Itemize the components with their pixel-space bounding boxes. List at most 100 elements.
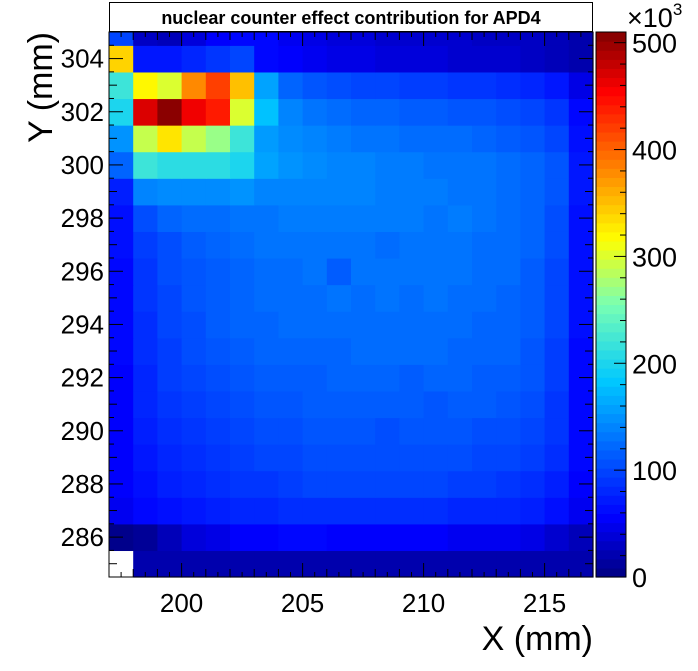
heatmap-cell: [496, 523, 521, 552]
heatmap-cell: [133, 470, 158, 498]
colorbar-band: [596, 304, 626, 315]
y-axis: 286 288 290 292 294 296 298 300 302 304: [61, 31, 593, 578]
heatmap-cell: [302, 125, 328, 153]
heatmap-cell: [181, 257, 207, 286]
heatmap-cell: [423, 417, 449, 445]
heatmap-cell: [181, 45, 207, 73]
colorbar-band: [596, 50, 626, 60]
heatmap-cell: [351, 470, 376, 498]
heatmap-cell: [496, 364, 521, 392]
heatmap-cell: [496, 204, 521, 232]
y-tick-label: 302: [61, 97, 104, 127]
colorbar-band: [596, 122, 626, 133]
colorbar-band: [596, 395, 626, 406]
heatmap-cell: [157, 125, 183, 153]
heatmap-cell: [302, 71, 328, 100]
heatmap-cell: [351, 337, 376, 365]
heatmap-cell: [375, 45, 400, 73]
heatmap-cell: [181, 470, 207, 498]
heatmap-cell: [254, 32, 279, 46]
heatmap-cell: [423, 390, 449, 419]
heatmap-cell: [520, 231, 546, 259]
heatmap-cell: [254, 125, 279, 153]
heatmap-cell: [230, 364, 255, 392]
heatmap-cell: [351, 231, 376, 259]
heatmap-cell: [181, 125, 207, 153]
heatmap-cell: [544, 71, 570, 100]
heatmap-cell: [205, 125, 231, 153]
heatmap-cell: [568, 32, 594, 46]
heatmap-cell: [205, 151, 231, 179]
colorbar: [596, 32, 626, 578]
heatmap-cell: [133, 337, 158, 365]
heatmap-cell: [496, 444, 521, 472]
colorbar-band: [596, 295, 626, 306]
heatmap-cell: [157, 523, 183, 552]
heatmap-cell: [181, 311, 207, 339]
heatmap-cell: [520, 444, 546, 472]
heatmap-cell: [181, 71, 207, 100]
heatmap-cell: [326, 231, 352, 259]
heatmap-cell: [205, 497, 231, 525]
colorbar-band: [596, 277, 626, 287]
heatmap-cell: [230, 497, 255, 525]
heatmap-cell: [205, 204, 231, 232]
heatmap-cell: [205, 71, 231, 100]
heatmap-cell: [472, 470, 497, 498]
heatmap-cell: [230, 390, 255, 419]
heatmap-cell: [230, 178, 255, 206]
heatmap-cell: [205, 364, 231, 392]
heatmap-cell: [230, 444, 255, 472]
heatmap-cell: [133, 497, 158, 525]
colorbar-band: [596, 340, 626, 351]
heatmap-cell: [544, 204, 570, 232]
heatmap-cell: [472, 231, 497, 259]
heatmap-cell: [205, 523, 231, 552]
heatmap-cell: [133, 311, 158, 339]
heatmap-cell: [544, 178, 570, 206]
colorbar-band: [596, 286, 626, 297]
heatmap-cell: [375, 257, 400, 286]
heatmap-cell: [520, 257, 546, 286]
heatmap-cell: [205, 444, 231, 472]
colorbar-band: [596, 549, 626, 560]
heatmap-cell: [157, 257, 183, 286]
colorbar-multiplier-base: ×10: [627, 3, 673, 33]
heatmap-cell: [278, 71, 304, 100]
heatmap-cell: [351, 151, 376, 179]
heatmap-cell: [544, 390, 570, 419]
heatmap-cell: [399, 231, 425, 259]
heatmap-cell: [326, 71, 352, 100]
colorbar-band: [596, 59, 626, 69]
heatmap-cell: [496, 231, 521, 259]
colorbar-band: [596, 231, 626, 242]
heatmap-cell: [181, 32, 207, 46]
heatmap-cell: [375, 311, 400, 339]
heatmap-cell: [399, 151, 425, 179]
heatmap-cell: [544, 231, 570, 259]
heatmap-cell: [157, 337, 183, 365]
heatmap-cell: [254, 204, 279, 232]
colorbar-tick-label: 200: [632, 349, 677, 379]
x-axis: 200 205 210 215: [108, 32, 594, 618]
heatmap-cell: [205, 311, 231, 339]
heatmap-cell: [375, 523, 400, 552]
y-tick-label: 294: [61, 309, 104, 339]
heatmap-cell: [230, 257, 255, 286]
heatmap-cell: [423, 444, 449, 472]
heatmap-cell: [302, 45, 328, 73]
heatmap-cell: [351, 390, 376, 419]
y-axis-label: Y (mm): [22, 32, 60, 143]
heatmap-cell: [447, 364, 473, 392]
colorbar-band: [596, 422, 626, 433]
heatmap-cell: [326, 151, 352, 179]
heatmap-cell: [496, 45, 521, 73]
heatmap-cell: [375, 470, 400, 498]
heatmap-cell: [447, 151, 473, 179]
heatmap-cell: [399, 257, 425, 286]
colorbar-band: [596, 41, 626, 51]
heatmap-cell: [230, 311, 255, 339]
colorbar-band: [596, 68, 626, 79]
heatmap-cell: [520, 390, 546, 419]
heatmap-cell: [181, 417, 207, 445]
